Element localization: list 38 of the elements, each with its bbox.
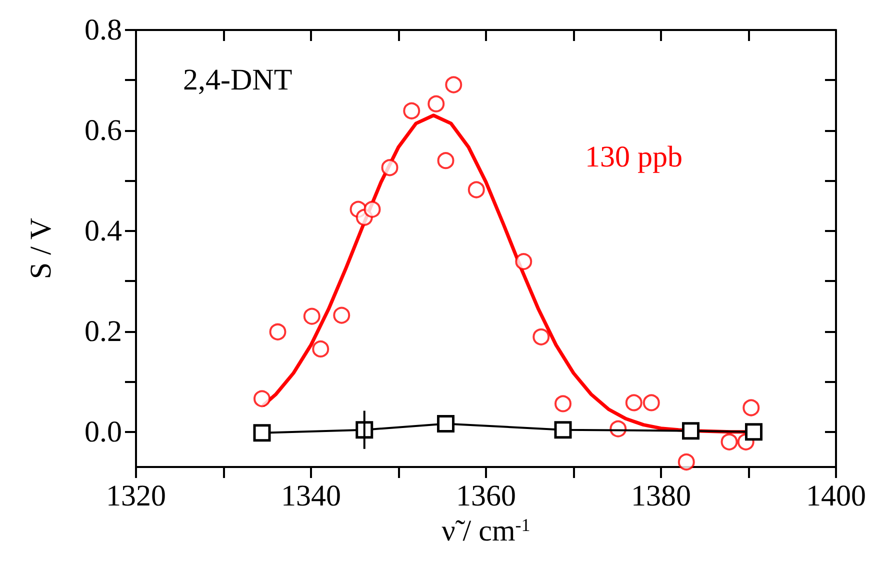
x-tick-label: 1400 <box>806 480 866 512</box>
point <box>269 323 286 340</box>
point <box>682 422 700 440</box>
y-tick-label: 0.8 <box>84 14 122 46</box>
point <box>437 415 454 433</box>
x-tick-label: 1340 <box>281 480 341 512</box>
point <box>742 399 760 416</box>
point <box>468 181 485 198</box>
point <box>437 152 454 170</box>
x-tick-label: 1380 <box>631 480 691 512</box>
point <box>720 433 738 450</box>
point <box>254 390 270 408</box>
point <box>445 76 462 94</box>
point <box>625 394 642 412</box>
point <box>532 328 550 346</box>
y-tick-label: 0.2 <box>84 314 122 348</box>
x-tick-label: 1320 <box>106 480 166 512</box>
point <box>428 95 445 112</box>
y-tick-label: 0.0 <box>84 415 122 448</box>
point <box>333 306 350 324</box>
annotation: 2,4-DNT <box>183 64 292 96</box>
y-tick-label: 0.4 <box>84 214 122 248</box>
point <box>554 421 572 439</box>
text: 130 ppb <box>585 140 682 174</box>
point <box>312 340 330 358</box>
y-axis-title: S / V <box>24 218 58 280</box>
point <box>745 423 762 441</box>
y-tick-label: 0.6 <box>84 114 122 147</box>
point <box>515 253 532 270</box>
point <box>303 308 320 325</box>
point <box>678 453 695 470</box>
point <box>364 200 381 218</box>
x-tick-label: 1360 <box>456 480 516 512</box>
point <box>253 424 271 442</box>
point <box>403 102 420 120</box>
point <box>642 394 660 412</box>
point <box>381 159 398 176</box>
point <box>554 395 572 412</box>
